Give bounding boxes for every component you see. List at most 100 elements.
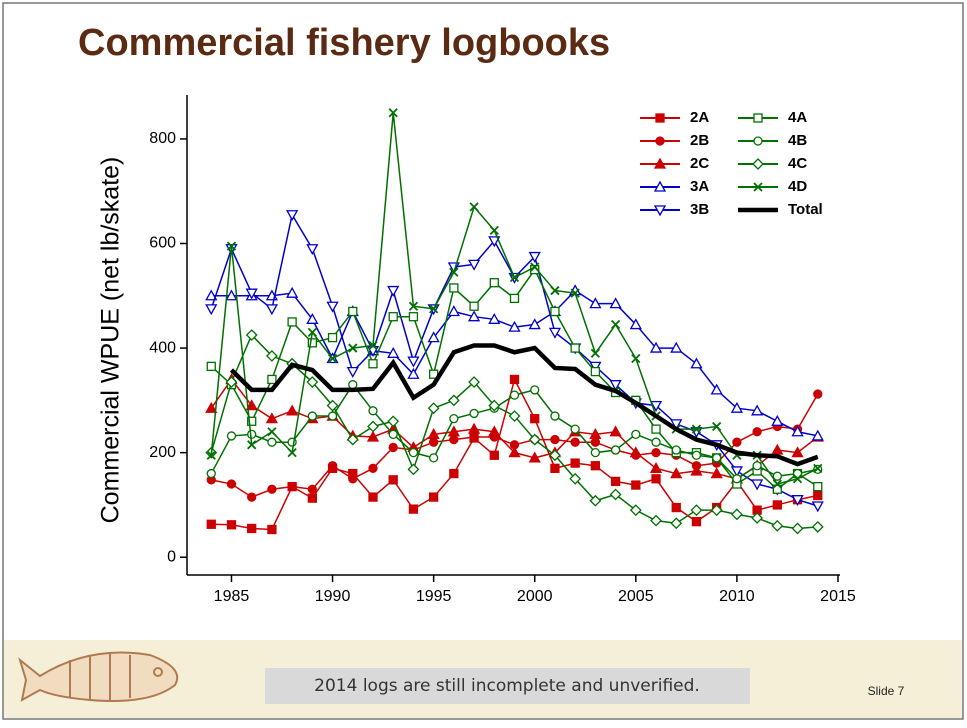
marker <box>430 438 438 446</box>
legend-label: 2A <box>690 109 709 126</box>
marker <box>389 443 397 451</box>
marker <box>656 137 664 145</box>
marker <box>591 462 599 470</box>
marker <box>814 483 822 491</box>
marker <box>591 438 599 446</box>
marker <box>430 454 438 462</box>
marker <box>814 492 822 500</box>
legend-label: 3B <box>690 201 709 218</box>
marker <box>450 470 458 478</box>
legend-label: Total <box>788 201 823 218</box>
marker <box>733 475 741 483</box>
marker <box>754 137 762 145</box>
marker <box>672 446 680 454</box>
marker <box>308 494 316 502</box>
marker <box>227 480 235 488</box>
marker <box>207 520 215 528</box>
marker <box>409 313 417 321</box>
marker <box>268 526 276 534</box>
marker <box>511 294 519 302</box>
marker <box>207 362 215 370</box>
y-tick-label: 200 <box>149 444 176 461</box>
marker <box>248 430 256 438</box>
marker <box>389 313 397 321</box>
marker <box>571 459 579 467</box>
marker <box>349 381 357 389</box>
marker <box>733 438 741 446</box>
y-axis-label: Commercial WPUE (net lb/skate) <box>97 157 125 524</box>
marker <box>692 451 700 459</box>
chart-title: Commercial fishery logbooks <box>78 22 610 64</box>
marker <box>389 430 397 438</box>
footer-note: 2014 logs are still incomplete and unver… <box>314 676 700 696</box>
marker <box>551 412 559 420</box>
y-tick-label: 0 <box>167 548 176 565</box>
marker <box>551 464 559 472</box>
legend-label: 2C <box>690 155 709 172</box>
legend-label: 4B <box>788 132 807 149</box>
slide: 2014 logs are still incomplete and unver… <box>0 0 967 723</box>
marker <box>551 307 559 315</box>
marker <box>329 334 337 342</box>
y-tick-label: 400 <box>149 339 176 356</box>
marker <box>652 475 660 483</box>
marker <box>591 368 599 376</box>
y-tick-label: 800 <box>149 130 176 147</box>
slide-number: Slide 7 <box>868 684 905 698</box>
marker <box>329 412 337 420</box>
marker <box>814 390 822 398</box>
legend-label: 4A <box>788 109 807 126</box>
marker <box>531 386 539 394</box>
marker <box>612 477 620 485</box>
marker <box>349 307 357 315</box>
marker <box>652 425 660 433</box>
marker <box>753 428 761 436</box>
marker <box>409 505 417 513</box>
marker <box>470 433 478 441</box>
marker <box>227 432 235 440</box>
marker <box>773 501 781 509</box>
marker <box>227 521 235 529</box>
marker <box>531 415 539 423</box>
marker <box>511 375 519 383</box>
marker <box>571 344 579 352</box>
marker <box>692 518 700 526</box>
x-tick-label: 2010 <box>719 588 755 605</box>
x-tick-label: 2005 <box>618 588 654 605</box>
marker <box>268 438 276 446</box>
marker <box>268 375 276 383</box>
legend-label: 2B <box>690 132 709 149</box>
slide-frame <box>3 3 963 719</box>
marker <box>470 302 478 310</box>
marker <box>754 114 762 122</box>
marker <box>450 284 458 292</box>
legend-label: 4C <box>788 155 807 172</box>
marker <box>369 360 377 368</box>
marker <box>369 493 377 501</box>
marker <box>450 436 458 444</box>
marker <box>656 114 664 122</box>
x-tick-label: 1985 <box>214 588 250 605</box>
marker <box>430 493 438 501</box>
marker <box>470 409 478 417</box>
marker <box>349 475 357 483</box>
marker <box>450 415 458 423</box>
marker <box>268 485 276 493</box>
marker <box>632 481 640 489</box>
marker <box>652 449 660 457</box>
marker <box>248 493 256 501</box>
marker <box>490 451 498 459</box>
x-tick-label: 2015 <box>820 588 856 605</box>
marker <box>571 425 579 433</box>
marker <box>632 430 640 438</box>
x-tick-label: 2000 <box>517 588 553 605</box>
marker <box>308 485 316 493</box>
marker <box>591 449 599 457</box>
marker <box>288 318 296 326</box>
marker <box>248 524 256 532</box>
marker <box>511 391 519 399</box>
marker <box>713 454 721 462</box>
marker <box>369 407 377 415</box>
x-tick-label: 1990 <box>315 588 351 605</box>
marker <box>652 438 660 446</box>
